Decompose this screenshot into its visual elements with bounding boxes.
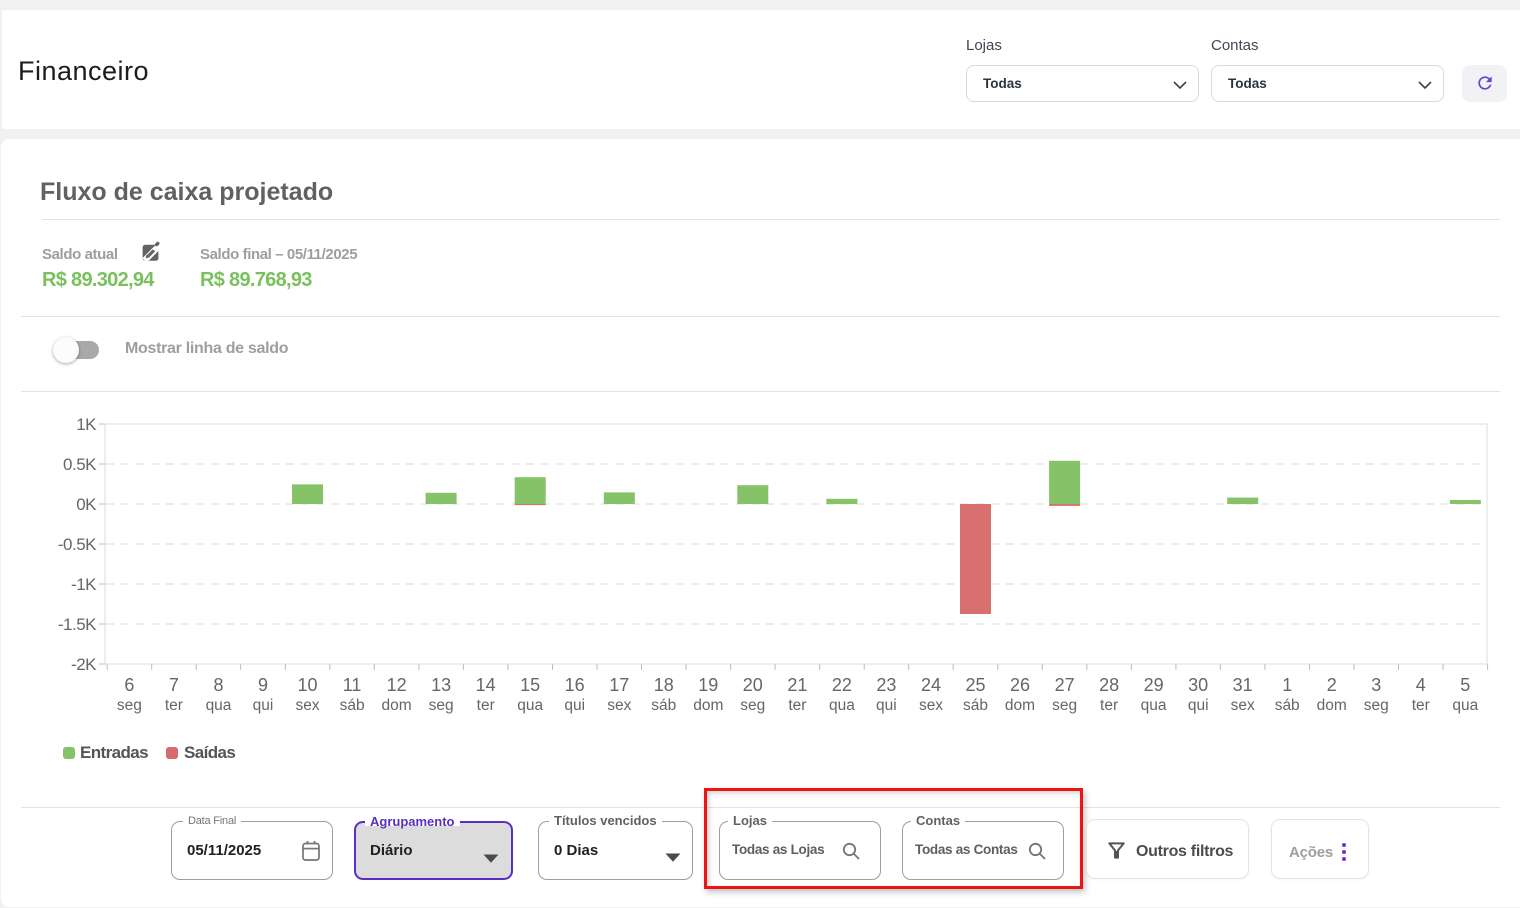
svg-text:21: 21 <box>787 675 807 695</box>
svg-text:0.5K: 0.5K <box>63 455 97 474</box>
svg-text:-1K: -1K <box>71 575 97 594</box>
svg-text:sex: sex <box>607 697 631 714</box>
svg-text:qui: qui <box>1188 697 1209 714</box>
svg-text:18: 18 <box>654 675 674 695</box>
svg-text:28: 28 <box>1099 675 1119 695</box>
svg-text:seg: seg <box>1364 697 1389 714</box>
svg-text:dom: dom <box>693 697 723 714</box>
svg-text:4: 4 <box>1416 675 1426 695</box>
svg-text:16: 16 <box>565 675 585 695</box>
svg-text:seg: seg <box>740 697 765 714</box>
svg-text:qua: qua <box>517 697 543 714</box>
svg-text:23: 23 <box>876 675 896 695</box>
svg-text:26: 26 <box>1010 675 1030 695</box>
svg-text:sáb: sáb <box>963 697 988 714</box>
svg-text:24: 24 <box>921 675 941 695</box>
svg-text:30: 30 <box>1188 675 1208 695</box>
svg-text:1K: 1K <box>76 415 97 434</box>
svg-text:dom: dom <box>382 697 412 714</box>
svg-text:3: 3 <box>1371 675 1381 695</box>
svg-text:sáb: sáb <box>340 697 365 714</box>
svg-text:22: 22 <box>832 675 852 695</box>
svg-text:qua: qua <box>1141 697 1167 714</box>
svg-text:25: 25 <box>965 675 985 695</box>
svg-text:7: 7 <box>169 675 179 695</box>
svg-text:dom: dom <box>1317 697 1347 714</box>
svg-text:qua: qua <box>829 697 855 714</box>
svg-text:qui: qui <box>876 697 897 714</box>
svg-text:27: 27 <box>1055 675 1075 695</box>
svg-text:11: 11 <box>343 675 362 695</box>
svg-text:sex: sex <box>1231 697 1255 714</box>
svg-text:qua: qua <box>1452 697 1478 714</box>
svg-text:8: 8 <box>213 675 223 695</box>
svg-text:seg: seg <box>429 697 454 714</box>
svg-text:ter: ter <box>788 697 806 714</box>
svg-text:20: 20 <box>743 675 763 695</box>
svg-text:12: 12 <box>387 675 407 695</box>
svg-text:sáb: sáb <box>1275 697 1300 714</box>
svg-text:10: 10 <box>297 675 317 695</box>
svg-text:sex: sex <box>295 697 319 714</box>
svg-text:9: 9 <box>258 675 268 695</box>
svg-text:0K: 0K <box>76 495 97 514</box>
svg-text:14: 14 <box>476 675 496 695</box>
svg-text:15: 15 <box>520 675 540 695</box>
svg-text:qui: qui <box>253 697 274 714</box>
svg-text:sex: sex <box>919 697 943 714</box>
svg-text:ter: ter <box>165 697 183 714</box>
svg-text:29: 29 <box>1144 675 1164 695</box>
svg-text:13: 13 <box>431 675 451 695</box>
svg-text:6: 6 <box>124 675 134 695</box>
svg-text:sáb: sáb <box>651 697 676 714</box>
svg-text:ter: ter <box>1100 697 1118 714</box>
svg-text:seg: seg <box>1052 697 1077 714</box>
svg-text:-0.5K: -0.5K <box>58 535 97 554</box>
svg-text:ter: ter <box>1412 697 1430 714</box>
svg-text:2: 2 <box>1327 675 1337 695</box>
svg-text:seg: seg <box>117 697 142 714</box>
svg-text:1: 1 <box>1282 675 1292 695</box>
svg-text:qua: qua <box>206 697 232 714</box>
svg-text:31: 31 <box>1233 675 1253 695</box>
svg-text:5: 5 <box>1460 675 1470 695</box>
svg-text:dom: dom <box>1005 697 1035 714</box>
svg-text:-1.5K: -1.5K <box>58 615 97 634</box>
svg-text:-2K: -2K <box>71 655 97 674</box>
svg-text:qui: qui <box>564 697 585 714</box>
svg-text:19: 19 <box>698 675 718 695</box>
svg-text:ter: ter <box>477 697 495 714</box>
svg-text:17: 17 <box>609 675 629 695</box>
